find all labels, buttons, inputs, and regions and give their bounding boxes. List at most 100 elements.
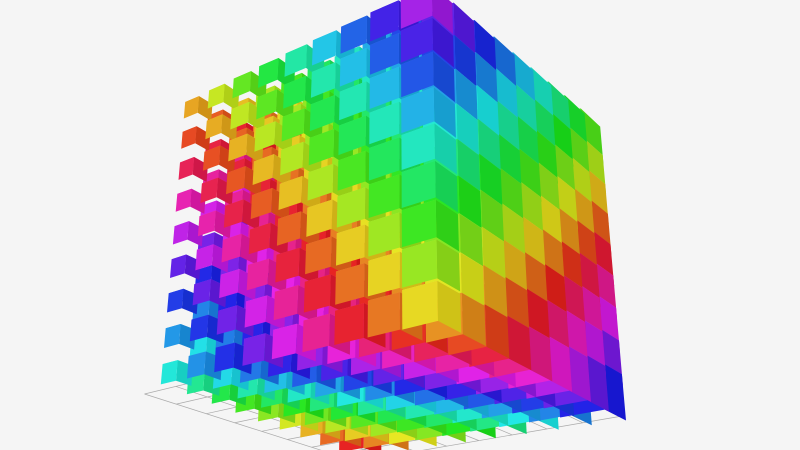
cube-face (339, 81, 367, 121)
cube-face (216, 305, 238, 335)
cube-face (178, 157, 195, 180)
cube-face (401, 199, 437, 248)
cube-point[interactable] (401, 123, 457, 175)
cube-face (474, 20, 497, 72)
cube-face (582, 137, 607, 194)
cube-face (401, 123, 435, 170)
cube-face (368, 212, 400, 257)
cube-face (514, 83, 538, 137)
cube-face (400, 0, 433, 29)
cube-face (435, 199, 459, 252)
cube-face (195, 244, 214, 271)
cube-face (484, 304, 510, 359)
cube-face (547, 335, 573, 392)
cube-face (456, 103, 479, 155)
cube-face (164, 324, 181, 348)
cube-face (273, 285, 299, 321)
cube-face (307, 163, 334, 201)
cube-point[interactable] (170, 254, 201, 280)
cube-face (368, 174, 400, 218)
cube-face (401, 160, 436, 208)
cube-face (303, 274, 331, 313)
cube-face (189, 314, 209, 342)
cube-face (246, 258, 269, 291)
cube-face (460, 252, 485, 306)
cube-point[interactable] (197, 210, 232, 239)
cube-face (506, 315, 532, 371)
cube-face (305, 236, 332, 275)
cube-face (258, 58, 279, 88)
cube-face (280, 141, 304, 176)
cube-face (480, 189, 504, 243)
cube-face (369, 33, 399, 75)
cube-face (223, 199, 244, 228)
cube-face (312, 30, 337, 66)
cube-face (580, 108, 604, 165)
cube-face (170, 254, 187, 278)
cube-point[interactable] (401, 87, 456, 138)
cube-face (369, 101, 400, 145)
cube-face (338, 115, 366, 156)
cube-face (187, 351, 206, 379)
cube-face (336, 187, 366, 228)
cube-face (458, 175, 482, 228)
cube-face (370, 0, 399, 42)
cube-face (284, 44, 307, 77)
cube-face (310, 62, 336, 98)
cube-face (434, 123, 457, 175)
cube-face (183, 96, 199, 119)
cube-face (335, 263, 365, 305)
cube-face (461, 292, 486, 347)
cube-face (564, 95, 588, 151)
cube-point[interactable] (401, 239, 461, 292)
cube-face (160, 360, 178, 385)
cube-face (495, 68, 518, 121)
cube-face (433, 51, 455, 103)
cube-face (483, 265, 508, 319)
cube-point[interactable] (400, 0, 453, 34)
cube-face (566, 344, 591, 402)
grid-line (422, 416, 621, 450)
cube-face (271, 323, 297, 360)
cube-face (437, 280, 462, 333)
cube-face (454, 35, 477, 87)
cube-face (527, 325, 553, 382)
cube-face (433, 87, 456, 138)
cube-face (475, 52, 498, 104)
cube-face (482, 226, 506, 281)
cube-face (336, 224, 365, 266)
cube-face (167, 288, 184, 313)
cube-face (192, 279, 211, 306)
cube-point[interactable] (400, 17, 454, 68)
cube-face (244, 295, 268, 328)
cube-point[interactable] (402, 280, 462, 333)
cube-face (181, 126, 197, 149)
cube-face (200, 177, 218, 204)
cube-face (205, 114, 223, 140)
cube-point[interactable] (183, 96, 213, 121)
cube-point[interactable] (401, 160, 458, 213)
cube-face (455, 68, 478, 121)
cube-face (337, 150, 366, 191)
cube-face (197, 210, 216, 237)
cube-face (302, 313, 330, 353)
cube-face (339, 47, 367, 87)
cube-face (367, 292, 400, 338)
grid-line (144, 393, 322, 450)
cube-face (457, 139, 481, 191)
cube-face (401, 51, 434, 98)
cube-face (219, 269, 240, 299)
cube-face (228, 133, 248, 162)
cube-face (534, 128, 558, 184)
cube-face (369, 66, 400, 109)
cube-face (402, 280, 438, 330)
cube-point[interactable] (401, 51, 455, 103)
cube-points (160, 0, 626, 450)
cube-face (435, 160, 458, 213)
cube-face (494, 36, 517, 89)
cube-face (226, 166, 246, 195)
cube-face (432, 17, 454, 68)
cube-point[interactable] (401, 199, 459, 252)
cube-face (248, 222, 271, 255)
